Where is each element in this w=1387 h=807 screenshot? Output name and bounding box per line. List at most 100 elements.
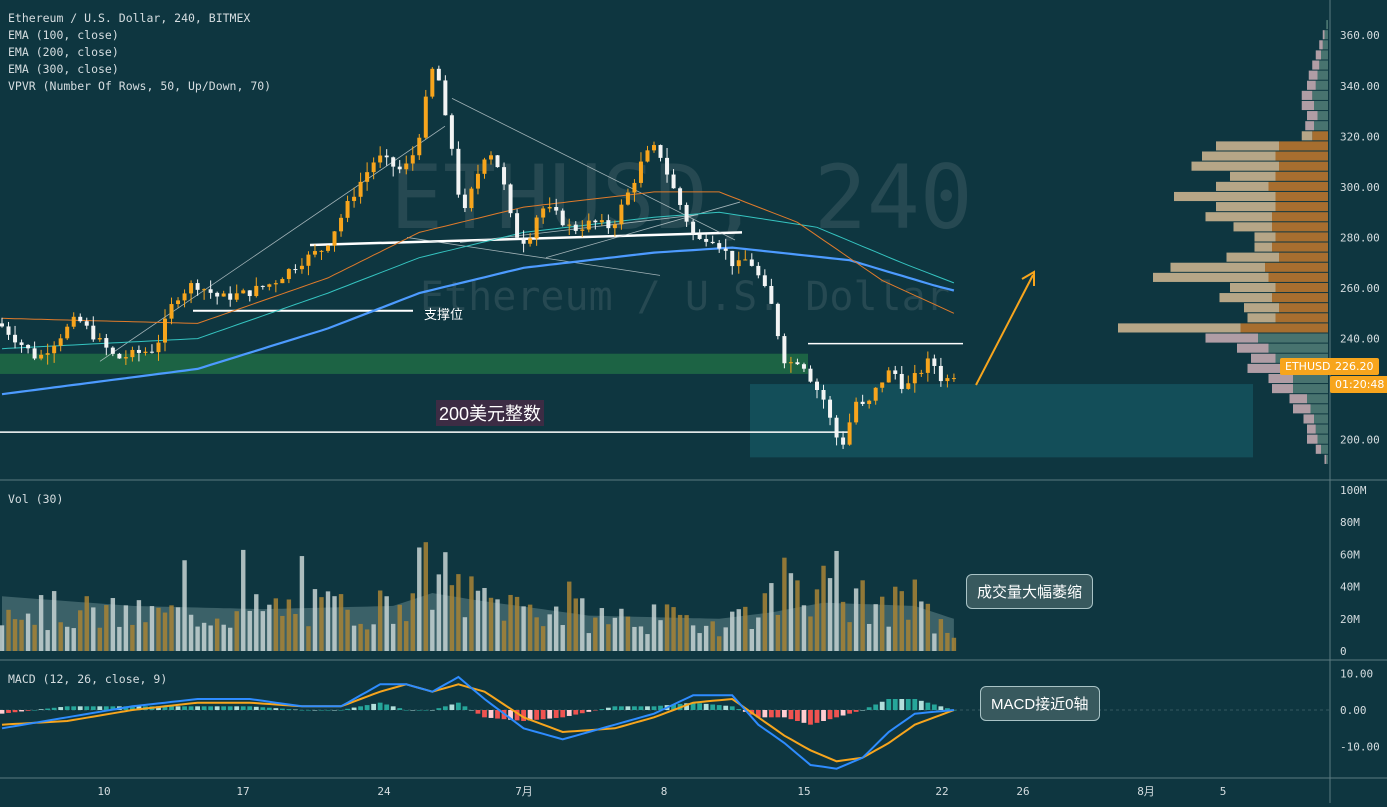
vpvr-down-8 [1301, 100, 1314, 111]
candle-body-5 [32, 348, 37, 359]
macd-hist-53 [345, 708, 350, 710]
macd-hist-35 [227, 706, 233, 710]
candle-body-104 [678, 188, 683, 205]
macd-hist-109 [710, 704, 716, 710]
volume-bar-34 [221, 624, 226, 651]
macd-hist-6 [38, 709, 44, 710]
candle-body-6 [39, 354, 44, 359]
candle-body-44 [286, 269, 291, 280]
volume-bar-142 [925, 603, 931, 651]
macd-hist-103 [671, 704, 676, 710]
candle-body-67 [436, 68, 441, 81]
volume-bar-9 [58, 622, 63, 651]
macd-hist-7 [45, 708, 51, 710]
volume-bar-27 [175, 607, 181, 651]
volume-bar-37 [241, 549, 246, 651]
vpvr-up-38 [1310, 404, 1328, 414]
macd-hist-80 [521, 710, 526, 721]
macd-hist-85 [553, 710, 559, 718]
candle-body-64 [417, 137, 422, 156]
macd-hist-113 [736, 709, 742, 710]
candle-body-75 [489, 155, 493, 160]
volume-bar-43 [280, 615, 285, 651]
vpvr-down-19 [1205, 212, 1272, 222]
macd-hist-122 [795, 710, 800, 721]
time-tick-0: 10 [97, 785, 110, 798]
volume-bar-74 [482, 587, 487, 651]
volume-bar-5 [32, 624, 37, 651]
candle-body-81 [528, 238, 533, 244]
volume-bar-140 [912, 579, 917, 651]
macd-hist-70 [456, 702, 461, 710]
projection-arrow[interactable] [975, 270, 1035, 386]
vpvr-up-35 [1293, 373, 1328, 384]
volume-bar-22 [143, 622, 148, 651]
vpvr-up-15 [1275, 171, 1328, 181]
macd-hist-64 [416, 710, 422, 711]
candle-body-29 [189, 283, 194, 294]
macd-hist-65 [423, 710, 429, 711]
volume-bar-70 [456, 574, 461, 651]
candle-body-61 [397, 166, 402, 170]
volume-bar-2 [12, 619, 18, 651]
volume-bar-47 [306, 626, 311, 651]
volume-bar-92 [599, 608, 605, 651]
volume-bar-61 [397, 604, 402, 651]
volume-bar-62 [404, 621, 409, 651]
time-tick-9: 5 [1220, 785, 1227, 798]
macd-hist-94 [612, 706, 618, 710]
candle-body-37 [241, 290, 246, 294]
candle-body-134 [873, 387, 878, 401]
macd-hist-74 [482, 710, 487, 718]
volume-bar-63 [410, 593, 415, 651]
macd-hist-52 [338, 710, 344, 711]
vpvr-down-30 [1118, 323, 1241, 333]
macd-hist-99 [645, 706, 650, 710]
candle-body-77 [502, 167, 507, 185]
candle-body-136 [886, 370, 891, 383]
vpvr-down-1 [1322, 30, 1325, 40]
macd-hist-136 [886, 699, 892, 710]
vpvr-up-27 [1272, 293, 1328, 303]
macd-signal-line [1, 683, 955, 763]
macd-hist-5 [32, 710, 37, 711]
candle-body-74 [482, 159, 487, 174]
candle-body-106 [691, 221, 696, 235]
candle-body-31 [202, 289, 207, 291]
candle-body-45 [293, 269, 298, 271]
vpvr-down-10 [1305, 121, 1314, 131]
candle-body-139 [906, 383, 911, 389]
candle-body-58 [378, 155, 383, 163]
volume-bar-39 [254, 594, 259, 651]
macd-hist-61 [397, 708, 403, 710]
candle-body-48 [312, 251, 317, 255]
macd-hist-51 [332, 710, 337, 711]
macd-hist-143 [931, 704, 937, 710]
macd-hist-133 [866, 707, 872, 710]
volume-panel-label: Vol (30) [8, 492, 64, 506]
macd-hist-43 [279, 708, 285, 710]
candle-body-116 [756, 265, 761, 276]
vpvr-up-43 [1326, 454, 1328, 464]
macd-hist-110 [716, 705, 722, 710]
volume-bar-81 [527, 604, 533, 651]
macd-hist-131 [853, 710, 859, 712]
macd-hist-26 [169, 706, 174, 710]
volume-bar-54 [351, 625, 357, 651]
macd-hist-83 [540, 710, 546, 720]
price-tag-symbol: ETHUSD [1280, 358, 1336, 375]
volume-bar-0 [0, 625, 5, 651]
price-tick-5: 300.00 [1340, 181, 1380, 194]
support-zone [0, 353, 808, 374]
vpvr-down-38 [1293, 404, 1311, 414]
volume-bar-30 [195, 626, 200, 651]
volume-bar-13 [84, 596, 89, 651]
candle-body-14 [91, 325, 96, 340]
volume-bar-26 [169, 605, 174, 651]
macd-hist-81 [527, 710, 533, 721]
candle-body-26 [169, 304, 174, 319]
macd-hist-101 [658, 705, 663, 710]
candle-body-118 [769, 285, 774, 304]
